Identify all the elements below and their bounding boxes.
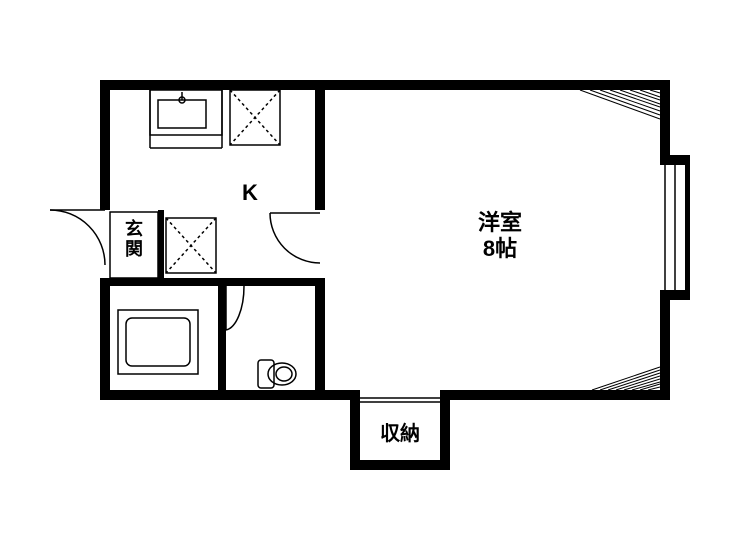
entrance-label-2: 関 <box>125 239 143 259</box>
closet-hatch <box>592 367 660 390</box>
kitchen-label: K <box>242 180 258 205</box>
floorplan-diagram: K 玄 関 洋室 8帖 収納 <box>0 0 750 550</box>
toilet-icon <box>258 360 296 388</box>
window-hatch <box>580 90 660 119</box>
storage-label: 収納 <box>380 421 420 445</box>
main-room-label-1: 洋室 <box>478 210 522 235</box>
entrance-label-1: 玄 <box>125 218 143 239</box>
main-room-label-2: 8帖 <box>483 236 517 261</box>
